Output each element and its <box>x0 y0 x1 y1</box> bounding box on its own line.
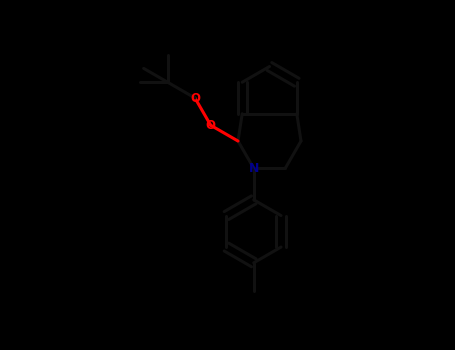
Text: N: N <box>248 162 259 175</box>
Text: O: O <box>206 119 216 132</box>
Text: O: O <box>190 91 200 105</box>
